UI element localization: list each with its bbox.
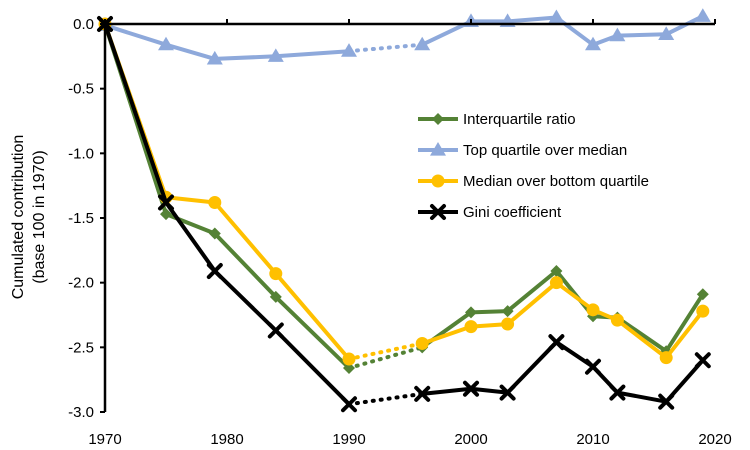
legend-label-3: Gini coefficient xyxy=(463,204,562,221)
series-line-1-b xyxy=(421,14,704,47)
series-2-point-8 xyxy=(549,276,563,290)
series-1-point-1 xyxy=(158,36,174,51)
legend-label-1: Top quartile over median xyxy=(463,142,627,159)
y-tick-label-4: -2.0 xyxy=(68,275,94,292)
series-0-point-6 xyxy=(465,306,477,319)
axes: 1970 1980 1990 2000 2010 2020 0.0 -0.5 -1.0 -1.5 -… xyxy=(68,16,732,448)
series-3-point-9 xyxy=(585,358,601,375)
series-2-point-12 xyxy=(696,304,710,318)
y-tick-label-2: -1.0 xyxy=(68,145,94,162)
series-3-point-6 xyxy=(463,380,479,397)
series-1-point-12 xyxy=(694,8,711,22)
series-3-point-3 xyxy=(267,322,284,339)
x-tick-label-3: 2000 xyxy=(454,431,487,448)
series-3-point-12 xyxy=(694,352,711,369)
series-gap-1 xyxy=(347,42,425,54)
series-line-0-b xyxy=(421,269,705,354)
series-1-point-3 xyxy=(267,48,284,62)
series-0-point-2 xyxy=(208,227,221,240)
series-3-point-4 xyxy=(341,396,357,413)
legend-swatch-marker-2 xyxy=(431,174,445,188)
y-tick-label-1: -0.5 xyxy=(68,81,94,98)
series-layer xyxy=(97,8,711,413)
series-line-1-a xyxy=(104,23,350,61)
y-tick-label-5: -2.5 xyxy=(68,339,94,356)
x-tick-label-2: 1990 xyxy=(332,431,365,448)
legend-item-3: Gini coefficient xyxy=(418,204,562,221)
series-0-point-8 xyxy=(550,265,563,278)
series-gap-2 xyxy=(347,341,425,361)
series-2-point-6 xyxy=(464,320,478,334)
series-2-point-4 xyxy=(342,352,356,366)
series-1-point-10 xyxy=(609,27,626,42)
legend-item-0: Interquartile ratio xyxy=(418,111,576,128)
y-axis-title-line-1: Cumulated contribution xyxy=(10,135,27,300)
series-1-point-8 xyxy=(548,9,565,24)
series-line-3-b xyxy=(421,340,705,404)
series-3-point-8 xyxy=(548,334,565,351)
series-line-2-a xyxy=(103,23,351,361)
series-0-point-4 xyxy=(343,362,355,375)
series-3-point-2 xyxy=(206,263,223,280)
series-2-point-11 xyxy=(659,351,673,365)
series-1-point-4 xyxy=(341,43,357,57)
x-tick-label-4: 2010 xyxy=(576,431,609,448)
series-3-point-5 xyxy=(414,385,431,402)
y-tick-label-6: -3.0 xyxy=(68,404,94,421)
series-0-point-7 xyxy=(501,305,514,318)
legend-swatch-marker-1 xyxy=(430,142,446,156)
x-tick-label-0: 1970 xyxy=(88,431,121,448)
y-axis-title-line-2: (base 100 in 1970) xyxy=(31,150,48,283)
series-0-point-3 xyxy=(269,290,282,303)
legend-swatch-marker-0 xyxy=(432,113,444,125)
series-0-point-1 xyxy=(160,208,172,221)
series-3-point-10 xyxy=(609,384,626,401)
legend-item-1: Top quartile over median xyxy=(418,142,627,159)
y-tick-label-0: 0.0 xyxy=(73,16,94,33)
legend-label-0: Interquartile ratio xyxy=(463,111,576,128)
series-gap-3 xyxy=(347,391,425,407)
y-tick-label-3: -1.5 xyxy=(68,210,94,227)
series-0-point-12 xyxy=(696,288,709,301)
series-3-point-7 xyxy=(499,384,516,401)
series-2-point-2 xyxy=(208,195,222,209)
series-2-point-7 xyxy=(501,317,515,331)
series-3 xyxy=(97,16,711,413)
y-axis-title: Cumulated contribution (base 100 in 1970… xyxy=(10,135,48,300)
legend-swatch-marker-3 xyxy=(430,204,446,220)
x-tick-label-1: 1980 xyxy=(210,431,243,448)
series-1-point-5 xyxy=(414,36,431,51)
series-1-point-11 xyxy=(658,26,675,40)
series-2-point-3 xyxy=(269,267,283,281)
series-1-point-2 xyxy=(206,50,223,65)
x-tick-label-5: 2020 xyxy=(698,431,731,448)
series-gap-0 xyxy=(347,345,425,371)
legend-item-2: Median over bottom quartile xyxy=(418,173,649,190)
series-1 xyxy=(97,8,711,65)
legend-label-2: Median over bottom quartile xyxy=(463,173,649,190)
series-2-point-5 xyxy=(415,336,429,350)
series-1-point-9 xyxy=(585,36,601,51)
series-3-point-11 xyxy=(658,393,675,410)
series-2-point-10 xyxy=(610,313,624,327)
series-3-point-1 xyxy=(158,194,174,211)
legend: Interquartile ratio Top quartile over med… xyxy=(418,111,649,221)
series-2-point-9 xyxy=(586,303,600,317)
